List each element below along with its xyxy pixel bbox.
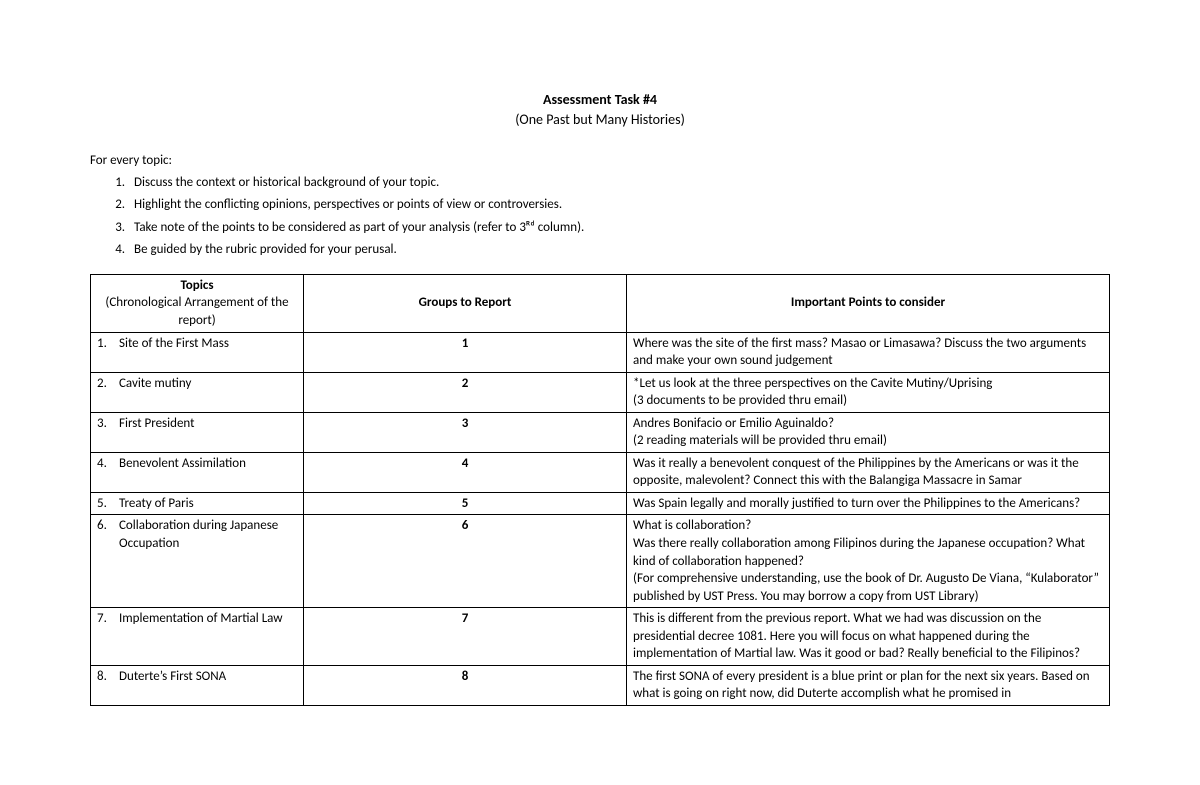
points-cell: Was it really a benevolent conquest of t…: [627, 452, 1110, 492]
points-cell: This is different from the previous repo…: [627, 608, 1110, 666]
topic-number: 7.: [97, 610, 113, 628]
topic-text: Treaty of Paris: [113, 495, 297, 513]
topics-table: Topics (Chronological Arrangement of the…: [90, 274, 1110, 706]
topic-cell: 5.Treaty of Paris: [91, 492, 304, 515]
table-row: 6.Collaboration during Japanese Occupati…: [91, 515, 1110, 608]
points-cell: Andres Bonifacio or Emilio Aguinaldo?(2 …: [627, 412, 1110, 452]
header-topics-line2: (Chronological Arrangement of the report…: [97, 294, 297, 329]
topic-number: 2.: [97, 375, 113, 393]
topic-text: Benevolent Assimilation: [113, 455, 297, 473]
topic-number: 1.: [97, 335, 113, 353]
group-cell: 5: [304, 492, 627, 515]
points-cell: What is collaboration?Was there really c…: [627, 515, 1110, 608]
topic-text: Collaboration during Japanese Occupation: [113, 517, 297, 552]
table-row: 7.Implementation of Martial Law7This is …: [91, 608, 1110, 666]
instruction-item: Be guided by the rubric provided for you…: [128, 240, 1110, 260]
topic-cell: 1.Site of the First Mass: [91, 332, 304, 372]
header-points: Important Points to consider: [627, 274, 1110, 332]
title-block: Assessment Task #4 (One Past but Many Hi…: [90, 90, 1110, 129]
document-page: Assessment Task #4 (One Past but Many Hi…: [0, 0, 1200, 706]
table-row: 4.Benevolent Assimilation4Was it really …: [91, 452, 1110, 492]
topic-text: First President: [113, 415, 297, 433]
instructions-list: Discuss the context or historical backgr…: [110, 173, 1110, 260]
topic-number: 6.: [97, 517, 113, 552]
topic-number: 8.: [97, 668, 113, 686]
table-body: 1.Site of the First Mass1Where was the s…: [91, 332, 1110, 705]
instruction-item: Discuss the context or historical backgr…: [128, 173, 1110, 193]
points-cell: *Let us look at the three perspectives o…: [627, 372, 1110, 412]
instructions-lead: For every topic:: [90, 151, 1110, 171]
topic-cell: 4.Benevolent Assimilation: [91, 452, 304, 492]
header-groups: Groups to Report: [304, 274, 627, 332]
table-row: 2.Cavite mutiny2*Let us look at the thre…: [91, 372, 1110, 412]
title-line1: Assessment Task #4: [90, 90, 1110, 110]
header-topics-line1: Topics: [97, 277, 297, 295]
instruction-item: Highlight the conflicting opinions, pers…: [128, 195, 1110, 215]
header-topics: Topics (Chronological Arrangement of the…: [91, 274, 304, 332]
table-row: 8.Duterte’s First SONA8The first SONA of…: [91, 665, 1110, 705]
group-cell: 3: [304, 412, 627, 452]
instruction-item: Take note of the points to be considered…: [128, 218, 1110, 238]
topic-text: Cavite mutiny: [113, 375, 297, 393]
title-line2: (One Past but Many Histories): [90, 110, 1110, 130]
points-cell: The first SONA of every president is a b…: [627, 665, 1110, 705]
topic-cell: 2.Cavite mutiny: [91, 372, 304, 412]
group-cell: 6: [304, 515, 627, 608]
instructions-block: For every topic: Discuss the context or …: [90, 151, 1110, 260]
table-row: 5.Treaty of Paris5Was Spain legally and …: [91, 492, 1110, 515]
topic-text: Implementation of Martial Law: [113, 610, 297, 628]
topic-text: Duterte’s First SONA: [113, 668, 297, 686]
topic-number: 5.: [97, 495, 113, 513]
group-cell: 1: [304, 332, 627, 372]
group-cell: 8: [304, 665, 627, 705]
table-header-row: Topics (Chronological Arrangement of the…: [91, 274, 1110, 332]
topic-number: 3.: [97, 415, 113, 433]
group-cell: 2: [304, 372, 627, 412]
topic-number: 4.: [97, 455, 113, 473]
topic-cell: 6.Collaboration during Japanese Occupati…: [91, 515, 304, 608]
topic-cell: 8.Duterte’s First SONA: [91, 665, 304, 705]
points-cell: Was Spain legally and morally justified …: [627, 492, 1110, 515]
points-cell: Where was the site of the first mass? Ma…: [627, 332, 1110, 372]
topic-text: Site of the First Mass: [113, 335, 297, 353]
topic-cell: 3.First President: [91, 412, 304, 452]
table-row: 1.Site of the First Mass1Where was the s…: [91, 332, 1110, 372]
group-cell: 7: [304, 608, 627, 666]
table-row: 3.First President3Andres Bonifacio or Em…: [91, 412, 1110, 452]
group-cell: 4: [304, 452, 627, 492]
topic-cell: 7.Implementation of Martial Law: [91, 608, 304, 666]
